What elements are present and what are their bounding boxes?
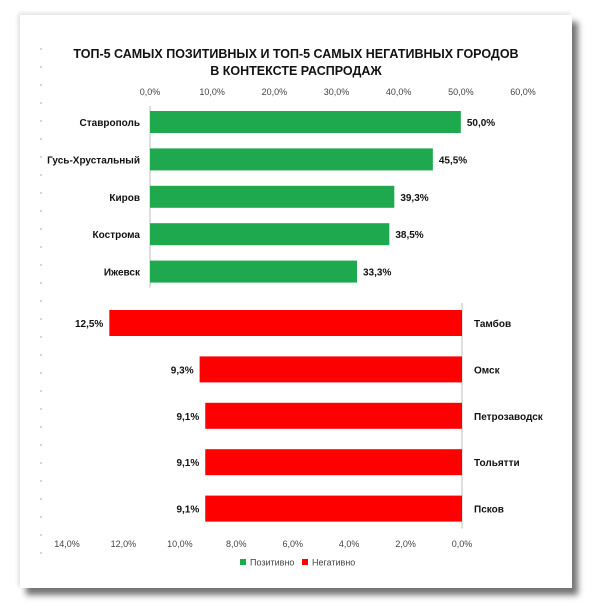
positive-value-label: 33,3% [363,268,391,279]
bottom-axis-tick-label: 12,0% [111,539,137,549]
top-axis-tick-label: 10,0% [199,87,225,97]
negative-category-label: Петрозаводск [474,412,544,423]
negative-category-label: Псков [474,505,504,516]
positive-category-label: Ижевск [104,268,141,279]
positive-bar [150,111,461,133]
negative-bar [205,402,462,429]
bottom-axis-tick-label: 10,0% [167,539,193,549]
chart-title-line-1: ТОП-5 САМЫХ ПОЗИТИВНЫХ И ТОП-5 САМЫХ НЕГ… [73,47,519,61]
bottom-axis-tick-label: 6,0% [282,539,303,549]
top-axis-tick-label: 50,0% [448,87,474,97]
top-axis-tick-label: 40,0% [386,87,412,97]
positive-category-label: Киров [109,193,140,204]
positive-bar [150,148,433,171]
negative-value-label: 9,3% [171,365,194,376]
chart-card [20,15,572,588]
negative-value-label: 9,1% [176,458,199,469]
bottom-axis-tick-label: 8,0% [226,539,247,549]
positive-value-label: 38,5% [395,230,423,241]
bottom-axis-tick-label: 14,0% [54,539,80,549]
positive-value-label: 39,3% [400,193,428,204]
positive-value-label: 50,0% [467,118,495,129]
negative-category-label: Омск [474,365,501,376]
negative-bar [199,356,462,383]
positive-bar [150,223,390,246]
legend-label-positive: Позитивно [250,558,294,568]
negative-category-label: Тамбов [474,318,511,330]
positive-category-label: Ставрополь [80,118,140,129]
top-axis-tick-label: 20,0% [262,87,288,97]
positive-bar [150,260,358,283]
bottom-axis-tick-label: 0,0% [452,539,473,549]
positive-bar [150,185,395,208]
negative-value-label: 9,1% [176,505,199,516]
negative-bar [109,310,463,336]
top-axis-tick-label: 30,0% [324,87,350,97]
bottom-axis-tick-label: 2,0% [395,539,416,549]
positive-category-label: Гусь-Хрустальный [47,155,140,166]
top-axis-tick-label: 0,0% [140,87,161,97]
legend-swatch-positive [240,559,246,565]
top-axis-tick-label: 60,0% [510,87,536,97]
positive-category-label: Кострома [93,230,141,241]
chart-title: ТОП-5 САМЫХ ПОЗИТИВНЫХ И ТОП-5 САМЫХ НЕГ… [20,46,572,80]
negative-value-label: 12,5% [75,319,103,330]
negative-value-label: 9,1% [176,412,199,423]
chart-title-line-2: В КОНТЕКСТЕ РАСПРОДАЖ [210,64,382,78]
bottom-axis-tick-label: 4,0% [339,539,360,549]
negative-category-label: Тольятти [474,458,520,469]
negative-bar [205,449,462,476]
positive-value-label: 45,5% [439,155,467,166]
legend-swatch-negative [302,559,308,565]
dotted-guide [38,40,44,570]
negative-bar [205,495,462,522]
legend-label-negative: Негативно [312,558,355,568]
